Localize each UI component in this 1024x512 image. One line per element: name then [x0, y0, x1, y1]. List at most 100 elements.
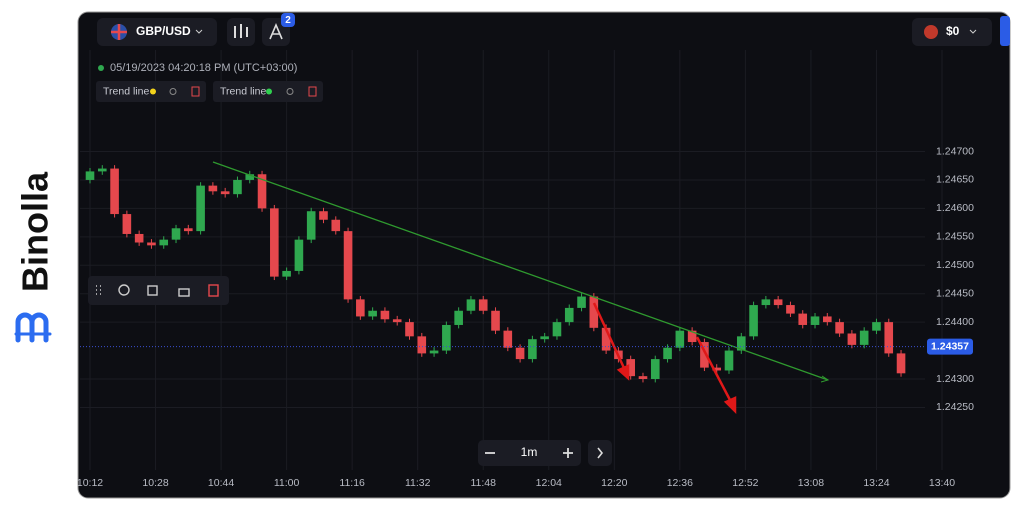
candle-body	[208, 185, 218, 192]
y-tick-label: 1.24650	[936, 174, 974, 186]
candle-body	[429, 350, 439, 354]
candle-body	[491, 310, 500, 331]
timestamp: 05/19/2023 04:20:18 PM (UTC+03:00)	[110, 62, 297, 74]
pair-name: GBP/USD	[136, 24, 191, 38]
candle-body	[122, 214, 132, 234]
candle-body	[478, 299, 488, 311]
visibility-icon[interactable]	[169, 88, 177, 95]
candle-body	[528, 339, 537, 360]
candle-body	[663, 347, 672, 360]
candle-body	[724, 350, 734, 371]
pair-selector[interactable]	[97, 18, 217, 46]
timeframe: 1m	[521, 445, 538, 459]
candle-body	[343, 231, 353, 300]
flag-cross	[111, 24, 127, 40]
candle-body	[368, 310, 377, 317]
settings-icon[interactable]	[118, 284, 130, 296]
copy-icon[interactable]	[147, 285, 158, 296]
candle-body	[564, 307, 574, 323]
y-tick-label: 1.24600	[936, 202, 974, 214]
x-tick-label: 13:08	[798, 477, 824, 489]
candle-body	[257, 174, 267, 209]
candle-body	[589, 296, 599, 328]
chevron	[969, 29, 977, 34]
candle-body	[712, 367, 722, 371]
current-price-label: 1.24357	[931, 340, 969, 352]
x-tick-label: 12:20	[601, 477, 627, 489]
balance-selector[interactable]	[912, 18, 992, 46]
candle-body	[184, 228, 193, 232]
candles	[85, 165, 906, 383]
drawing-label: Trend line	[103, 85, 149, 97]
candles-icon	[234, 24, 248, 38]
candle-body	[319, 211, 328, 220]
x-tick-label: 10:12	[77, 477, 103, 489]
arrow-shaft	[695, 336, 732, 401]
candle-body	[171, 228, 181, 240]
delete-icon[interactable]	[308, 86, 317, 97]
candle-body	[233, 179, 242, 195]
candle-body	[884, 322, 894, 354]
drag-handle[interactable]	[96, 285, 101, 295]
us-flag	[924, 25, 938, 39]
candle-body	[466, 299, 476, 311]
logo-shape	[15, 312, 49, 343]
candle-body	[380, 310, 390, 320]
delete-icon[interactable]	[191, 86, 200, 97]
x-tick-label: 13:24	[863, 477, 889, 489]
chart-panel	[77, 11, 1011, 499]
x-tick-label: 11:32	[405, 477, 431, 489]
candle-body	[85, 171, 95, 180]
candle-body	[773, 299, 783, 306]
candle-body	[392, 319, 402, 323]
y-tick-label: 1.24400	[936, 316, 974, 328]
trend-line	[212, 161, 829, 381]
candle-body	[442, 324, 451, 351]
x-tick-label: 11:16	[339, 477, 365, 489]
candle-body	[786, 305, 795, 314]
candle-body	[405, 322, 414, 337]
x-tick-label: 12:52	[732, 477, 758, 489]
current-price: 1.24357	[80, 338, 973, 355]
x-tick-label: 12:04	[536, 477, 562, 489]
toolbar-icons	[96, 284, 219, 297]
candle-body	[294, 239, 304, 271]
candle-body	[700, 342, 709, 368]
x-tick-label: 11:48	[470, 477, 496, 489]
candle-body	[601, 327, 611, 351]
candle-body	[798, 313, 808, 325]
candle-body	[552, 322, 562, 337]
y-tick-label: 1.24500	[936, 259, 974, 271]
visibility-icon[interactable]	[286, 88, 294, 95]
candle-body	[650, 359, 660, 379]
next-icon	[597, 447, 604, 459]
drawing-label: Trend line	[220, 85, 266, 97]
candle-body	[761, 299, 771, 306]
next-button[interactable]	[588, 440, 612, 466]
y-tick-label: 1.24300	[936, 373, 974, 385]
current-price-tag	[927, 338, 973, 355]
x-tick-label: 11:00	[274, 477, 300, 489]
lock-icon[interactable]	[178, 288, 190, 297]
candle-body	[847, 333, 857, 345]
x-tick-label: 10:28	[142, 477, 168, 489]
candle-body	[306, 211, 316, 240]
delete-icon[interactable]	[208, 284, 219, 297]
y-tick-label: 1.24450	[936, 287, 974, 299]
candle-body	[687, 330, 697, 343]
zoom-in[interactable]	[563, 448, 573, 458]
y-tick-label: 1.24250	[936, 401, 974, 413]
timeframe-control	[478, 440, 581, 466]
candle-body	[823, 316, 832, 323]
arrow-head	[723, 396, 737, 415]
arrow-head	[616, 364, 630, 381]
drawing-toolbar	[88, 276, 229, 305]
balance: $0	[946, 24, 960, 38]
candle-body	[159, 239, 169, 246]
compass-icon	[269, 22, 283, 40]
candle-body	[282, 270, 291, 277]
side-tab[interactable]	[1000, 16, 1010, 46]
x-tick-label: 12:36	[667, 477, 693, 489]
x-tick-label: 10:44	[208, 477, 234, 489]
candle-body	[577, 296, 586, 308]
